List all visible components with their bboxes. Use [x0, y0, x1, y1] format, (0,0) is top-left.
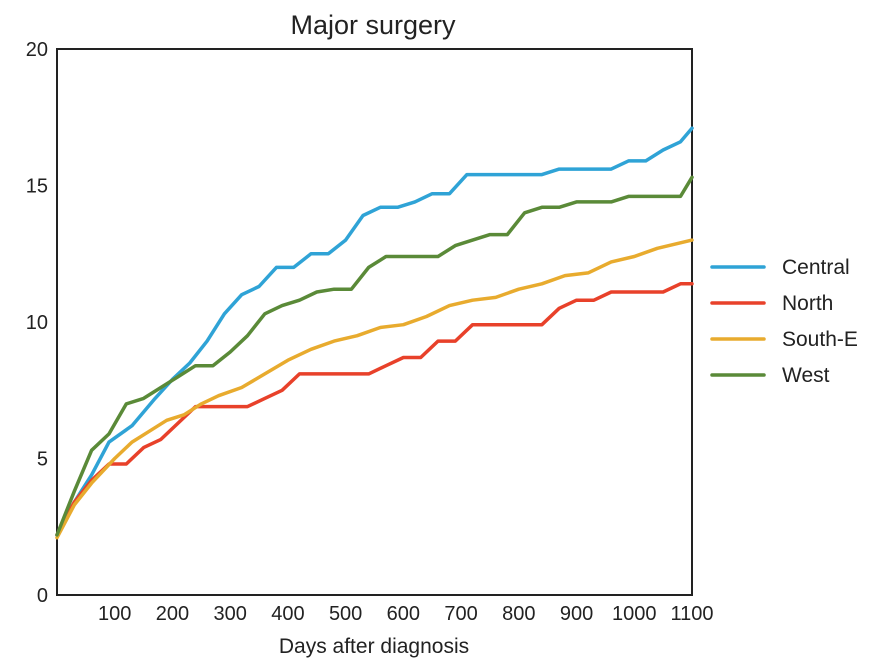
series-line-central [55, 126, 694, 537]
x-tick-label: 800 [502, 603, 535, 625]
x-axis-label: Days after diagnosis [279, 635, 469, 658]
x-tick-label: 600 [387, 603, 420, 625]
x-tick-label: 700 [444, 603, 477, 625]
y-tick-label: 15 [26, 176, 48, 198]
legend-label-north: North [782, 292, 833, 315]
x-tick-label: 500 [329, 603, 362, 625]
series-lines [55, 126, 694, 540]
legend-label-west: West [782, 364, 830, 387]
x-tick-label: 200 [156, 603, 189, 625]
x-tick-label: 1100 [670, 603, 713, 625]
y-tick-label: 10 [26, 312, 48, 334]
legend-label-south-e: South-E [782, 328, 858, 351]
series-line-north [55, 282, 694, 537]
legend-label-central: Central [782, 256, 850, 279]
chart-title: Major surgery [290, 10, 456, 40]
x-tick-label: 300 [213, 603, 246, 625]
legend: Central North South-E West [710, 256, 858, 387]
plot-frame [56, 48, 693, 596]
y-tick-label: 5 [37, 449, 48, 471]
x-tick-label: 1000 [612, 603, 657, 625]
x-tick-label: 100 [98, 603, 131, 625]
x-tick-label: 900 [560, 603, 593, 625]
x-tick-label: 400 [271, 603, 304, 625]
x-axis-ticks: 100 200 300 400 500 600 700 800 900 1000 1100 [98, 603, 713, 625]
y-tick-label: 0 [37, 585, 48, 607]
y-tick-label: 20 [26, 39, 48, 61]
series-line-west [55, 175, 694, 537]
series-line-south-e [55, 238, 694, 540]
y-axis-ticks: 0 5 10 15 20 [26, 39, 48, 607]
